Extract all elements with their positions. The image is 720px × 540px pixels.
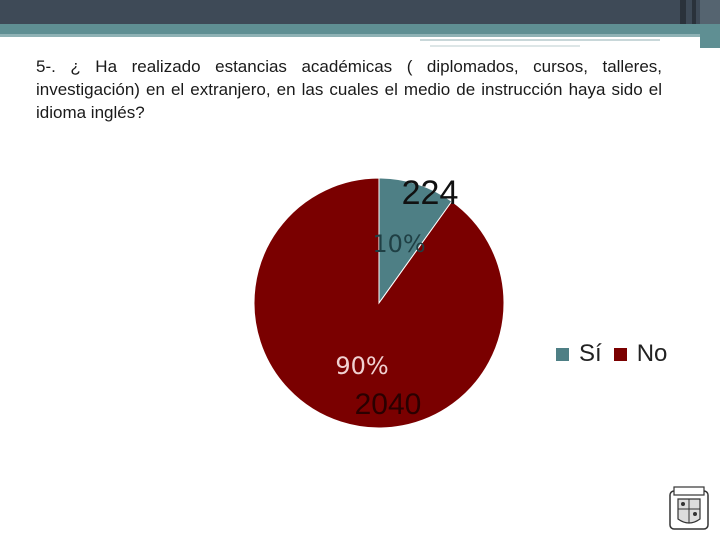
legend-label-si: Sí [579, 340, 602, 367]
pie-slice-no [253, 177, 505, 429]
decorative-lines [0, 34, 720, 48]
percent-label-no: 90% [335, 352, 388, 380]
pie-slice-si [378, 177, 453, 305]
title-bar-notch [700, 0, 720, 24]
university-crest-icon [669, 486, 709, 530]
value-label-si: 224 [402, 174, 459, 212]
accent-band [0, 24, 720, 34]
title-bar [0, 0, 720, 24]
title-bar-notch [680, 0, 686, 24]
value-label-no: 2040 [355, 388, 422, 421]
legend-item-si: Sí [556, 340, 602, 368]
title-bar-notch [692, 0, 696, 24]
legend-item-no: No [613, 340, 668, 368]
legend-swatch-si [556, 347, 569, 361]
question-text: 5-. ¿ Ha realizado estancias académicas … [36, 57, 662, 122]
legend: Sí No [556, 340, 679, 368]
legend-label-no: No [636, 340, 668, 367]
percent-label-si: 10% [372, 230, 425, 258]
legend-swatch-no [613, 347, 627, 361]
